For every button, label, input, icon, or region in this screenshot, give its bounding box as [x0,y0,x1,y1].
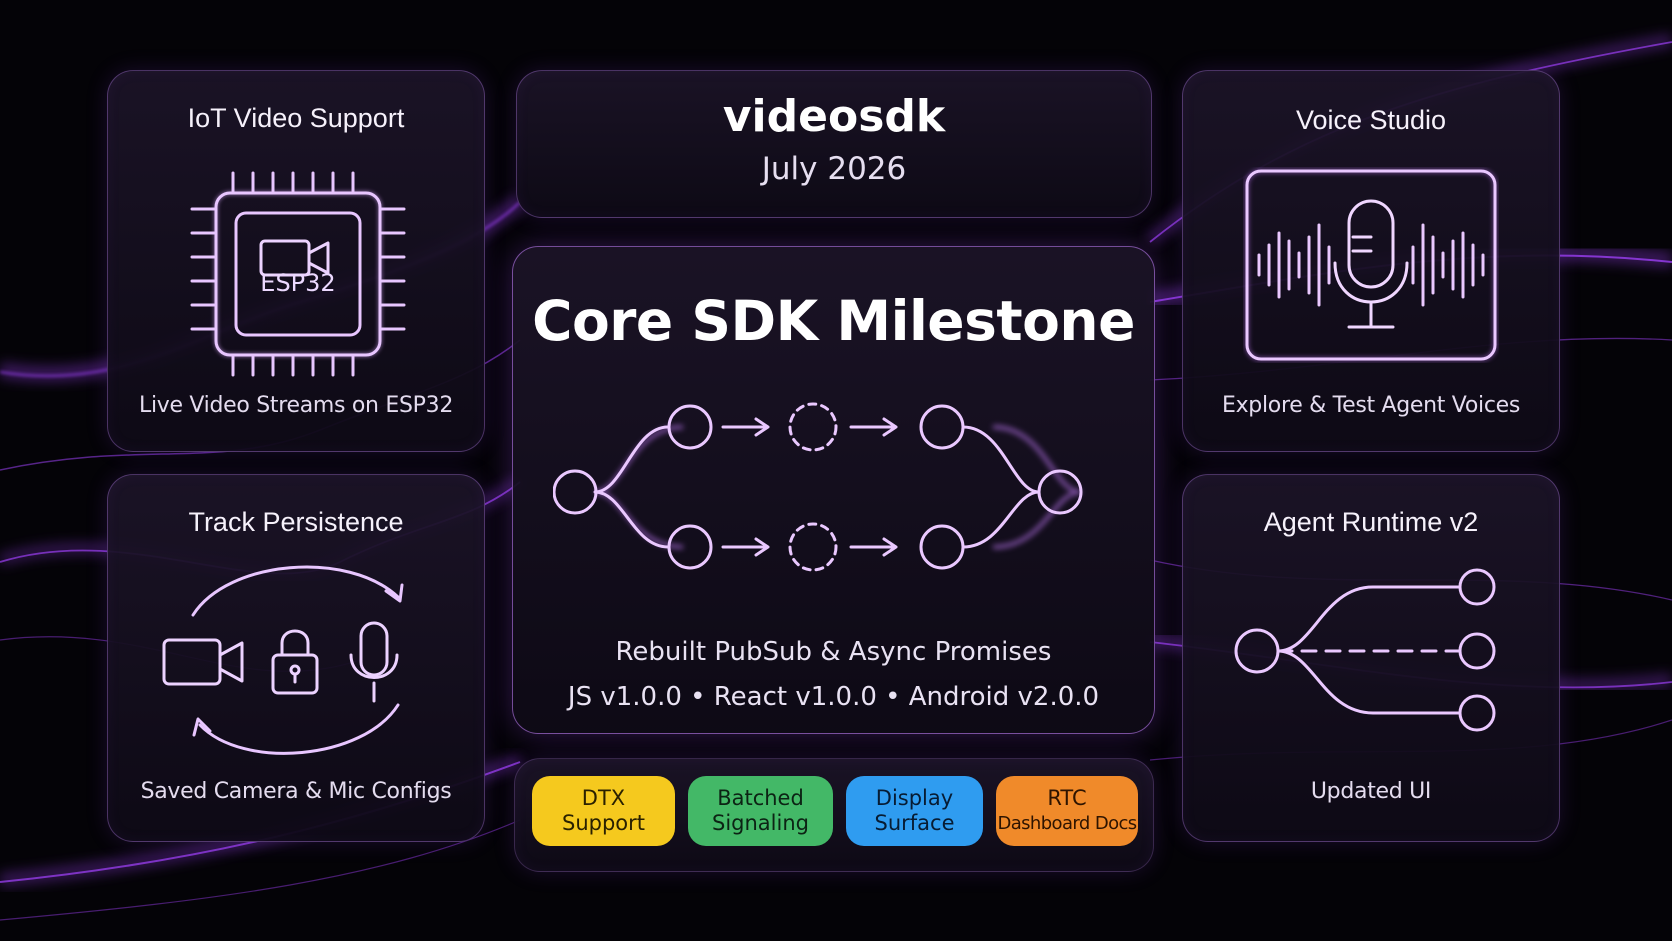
feature-pill-dtx-support[interactable]: DTX Support [532,776,675,846]
video-camera-icon [162,638,244,686]
pill-line1: RTC [1047,786,1087,810]
track-card-title: Track Persistence [188,507,404,537]
voice-card-title: Voice Studio [1295,105,1447,135]
pill-line2: Dashboard Docs [997,813,1137,834]
feature-pill-batched-signaling[interactable]: Batched Signaling [688,776,833,846]
core-card-versions: JS v1.0.0 • React v1.0.0 • Android v2.0.… [567,682,1100,712]
iot-card-caption: Live Video Streams on ESP32 [138,393,454,418]
feature-pill-bar: DTX Support Batched Signaling Display Su… [514,758,1154,872]
agent-card-title: Agent Runtime v2 [1263,507,1479,537]
agent-card-caption: Updated UI [1310,779,1432,804]
chip-label: ESP32 [260,269,336,297]
lock-icon [271,629,319,695]
chip-icon [190,171,406,377]
release-date: July 2026 [761,151,907,187]
microphone-icon [349,621,399,703]
pill-line2: Support [561,811,645,835]
video-camera-icon [259,239,330,277]
core-card-title: Core SDK Milestone [532,289,1135,353]
pill-line2: Signaling [712,811,809,835]
track-persistence-card[interactable]: Track Persistence Saved Camera & Mic Con… [107,474,485,842]
pill-line1: Display [875,786,954,810]
voice-card-caption: Explore & Test Agent Voices [1221,393,1521,418]
iot-card-title: IoT Video Support [187,103,405,133]
core-card-subtitle: Rebuilt PubSub & Async Promises [615,637,1052,667]
core-sdk-milestone-card[interactable]: Core SDK Milestone Rebuilt PubSub & Asyn… [512,246,1155,734]
agent-runtime-card[interactable]: Agent Runtime v2 Updated UI [1182,474,1560,842]
pill-line2: Surface [874,811,955,835]
brand-name: videosdk [722,91,946,142]
pill-line1: DTX [581,786,626,810]
branch-nodes-icon [1234,568,1496,732]
feature-pill-rtc-dashboard-docs[interactable]: RTC Dashboard Docs [996,776,1138,846]
track-card-caption: Saved Camera & Mic Configs [140,779,452,804]
cycle-arrows-icon [162,565,404,755]
header-card: videosdk July 2026 [516,70,1152,218]
microphone-icon [1333,199,1409,329]
feature-pill-display-surface[interactable]: Display Surface [846,776,983,846]
pill-line1: Batched [717,786,804,810]
waveform-icon [1245,169,1497,361]
iot-video-support-card[interactable]: IoT Video Support ESP32 Live Video Strea… [107,70,485,452]
pipeline-graph-icon [553,402,1083,572]
voice-studio-card[interactable]: Voice Studio Explore & Test Agent Voices [1182,70,1560,452]
